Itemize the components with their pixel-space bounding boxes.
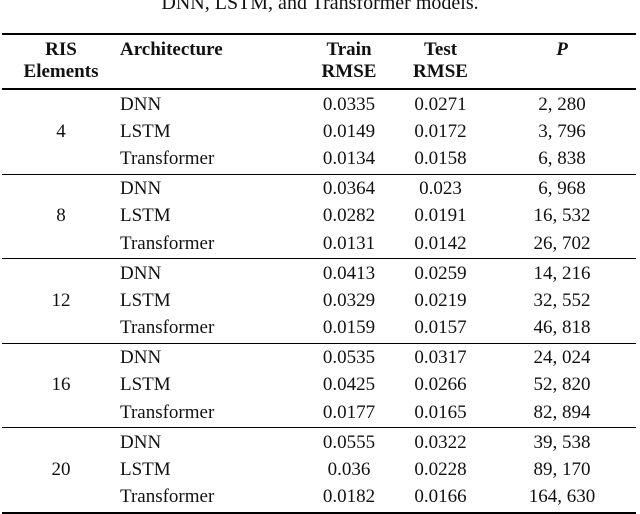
header-ris-elements: RIS Elements xyxy=(2,39,120,83)
header-ris-line2: Elements xyxy=(23,61,99,82)
ris-elements-value: 16 xyxy=(51,374,71,396)
p-cell: 26, 702 xyxy=(533,232,591,254)
ris-elements-value: 12 xyxy=(51,289,71,311)
architecture-cell: DNN xyxy=(120,93,162,115)
table-group-ris-20: 20 DNN 0.0555 0.0322 39, 538 LSTM 0.036 … xyxy=(2,428,636,514)
train-rmse-cell: 0.0159 xyxy=(322,317,376,339)
architecture-cell: DNN xyxy=(120,431,162,453)
p-cell: 52, 820 xyxy=(533,374,591,396)
architecture-cell: DNN xyxy=(120,347,162,369)
architecture-cell: LSTM xyxy=(120,459,171,481)
train-rmse-cell: 0.0282 xyxy=(322,205,376,227)
header-ris-line1: RIS xyxy=(45,39,77,60)
table-group-ris-4: 4 DNN 0.0335 0.0271 2, 280 LSTM 0.0149 0… xyxy=(2,90,636,175)
table-group-ris-16: 16 DNN 0.0535 0.0317 24, 024 LSTM 0.0425… xyxy=(2,344,636,429)
architecture-cell: Transformer xyxy=(120,317,215,339)
architecture-cell: Transformer xyxy=(120,232,215,254)
table-group-ris-8: 8 DNN 0.0364 0.023 6, 968 LSTM 0.0282 0.… xyxy=(2,175,636,260)
p-cell: 6, 968 xyxy=(538,178,586,200)
header-train-line2: RMSE xyxy=(321,61,377,82)
results-table: RIS Elements Architecture Train RMSE Tes… xyxy=(2,33,636,514)
train-rmse-cell: 0.036 xyxy=(327,459,371,481)
ris-elements-value: 8 xyxy=(56,205,66,227)
architecture-cell: Transformer xyxy=(120,147,215,169)
train-rmse-cell: 0.0555 xyxy=(322,431,376,453)
table-group-ris-12: 12 DNN 0.0413 0.0259 14, 216 LSTM 0.0329… xyxy=(2,259,636,344)
header-test-line2: RMSE xyxy=(413,61,468,82)
architecture-cell: LSTM xyxy=(120,205,171,227)
p-cell: 32, 552 xyxy=(533,289,591,311)
train-rmse-cell: 0.0535 xyxy=(322,347,376,369)
architecture-cell: LSTM xyxy=(120,289,171,311)
test-rmse-cell: 0.0142 xyxy=(414,232,467,254)
architecture-cell: Transformer xyxy=(120,401,215,423)
p-cell: 14, 216 xyxy=(533,262,591,284)
test-rmse-cell: 0.0266 xyxy=(414,374,467,396)
header-p: P xyxy=(556,39,568,60)
train-rmse-cell: 0.0364 xyxy=(322,178,376,200)
test-rmse-cell: 0.0228 xyxy=(414,459,467,481)
train-rmse-cell: 0.0335 xyxy=(322,93,376,115)
test-rmse-cell: 0.0259 xyxy=(414,262,467,284)
ris-elements-value: 20 xyxy=(51,459,71,481)
test-rmse-cell: 0.023 xyxy=(419,178,462,200)
train-rmse-cell: 0.0177 xyxy=(322,401,376,423)
test-rmse-cell: 0.0165 xyxy=(414,401,467,423)
architecture-cell: Transformer xyxy=(120,486,215,508)
test-rmse-cell: 0.0166 xyxy=(414,486,467,508)
p-cell: 2, 280 xyxy=(538,93,586,115)
architecture-cell: LSTM xyxy=(120,374,171,396)
p-cell: 16, 532 xyxy=(533,205,591,227)
train-rmse-cell: 0.0134 xyxy=(322,147,376,169)
p-cell: 39, 538 xyxy=(533,431,591,453)
architecture-cell: DNN xyxy=(120,178,162,200)
test-rmse-cell: 0.0172 xyxy=(414,120,467,142)
architecture-cell: LSTM xyxy=(120,120,171,142)
train-rmse-cell: 0.0413 xyxy=(322,262,376,284)
table-header-row: RIS Elements Architecture Train RMSE Tes… xyxy=(2,35,636,90)
test-rmse-cell: 0.0271 xyxy=(414,93,467,115)
header-test-line1: Test xyxy=(423,39,458,60)
test-rmse-cell: 0.0158 xyxy=(414,147,467,169)
p-cell: 82, 894 xyxy=(533,401,591,423)
header-architecture: Architecture xyxy=(120,39,223,60)
test-rmse-cell: 0.0317 xyxy=(414,347,467,369)
test-rmse-cell: 0.0157 xyxy=(414,317,467,339)
train-rmse-cell: 0.0149 xyxy=(322,120,376,142)
train-rmse-cell: 0.0182 xyxy=(322,486,376,508)
p-cell: 46, 818 xyxy=(533,317,591,339)
train-rmse-cell: 0.0131 xyxy=(322,232,376,254)
test-rmse-cell: 0.0219 xyxy=(414,289,467,311)
test-rmse-cell: 0.0322 xyxy=(414,431,467,453)
train-rmse-cell: 0.0425 xyxy=(322,374,376,396)
test-rmse-cell: 0.0191 xyxy=(414,205,467,227)
architecture-cell: DNN xyxy=(120,262,162,284)
p-cell: 6, 838 xyxy=(538,147,586,169)
train-rmse-cell: 0.0329 xyxy=(322,289,376,311)
ris-elements-value: 4 xyxy=(56,120,66,142)
p-cell: 3, 796 xyxy=(538,120,586,142)
header-train-rmse: Train RMSE xyxy=(305,39,393,83)
header-train-line1: Train xyxy=(326,39,372,60)
p-cell: 89, 170 xyxy=(533,459,591,481)
table-caption: DNN, LSTM, and Transformer models. xyxy=(161,0,479,14)
header-test-rmse: Test RMSE xyxy=(393,39,488,83)
p-cell: 164, 630 xyxy=(528,486,596,508)
p-cell: 24, 024 xyxy=(533,347,591,369)
